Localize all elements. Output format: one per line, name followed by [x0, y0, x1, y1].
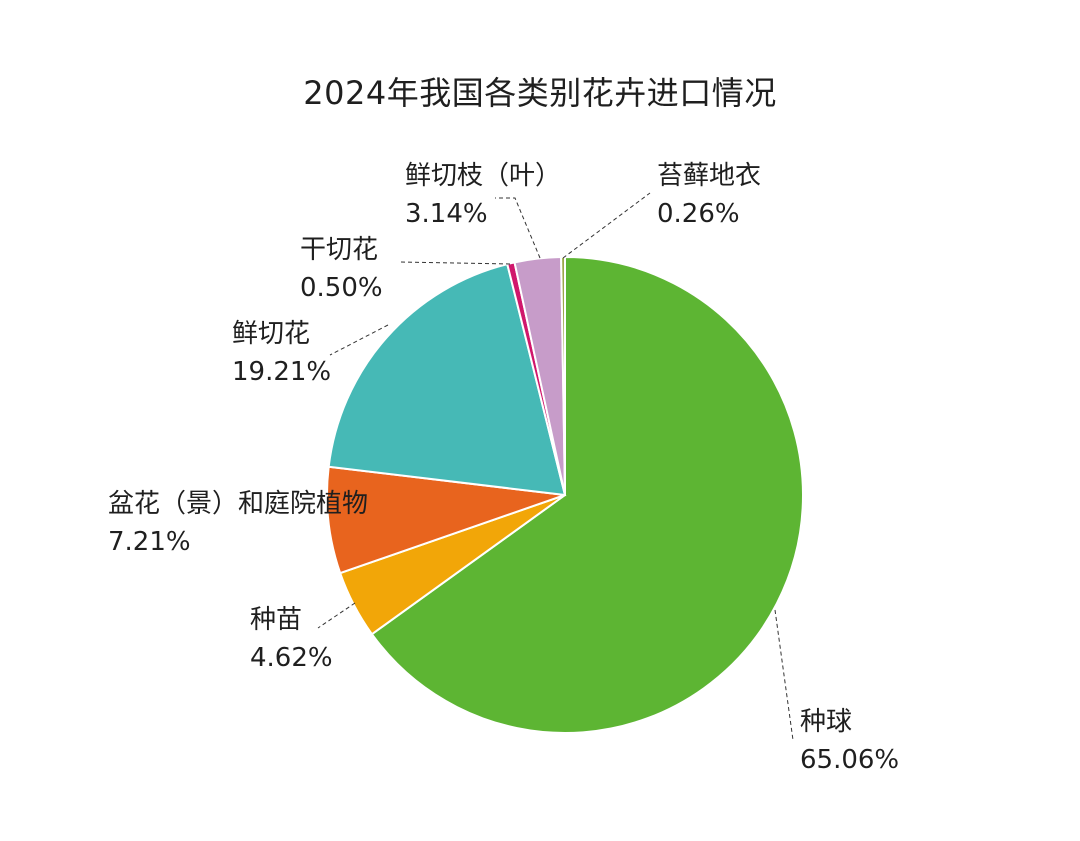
slice-value-label: 0.50% — [300, 273, 383, 303]
leader-line — [329, 324, 389, 356]
pie-slice — [370, 255, 804, 734]
slice-value-label: 4.62% — [250, 643, 333, 673]
slice-label: 鲜切花 — [232, 319, 310, 349]
chart-title: 2024年我国各类别花卉进口情况 — [303, 74, 777, 112]
slice-label: 种苗 — [250, 605, 302, 635]
slice-value-label: 65.06% — [800, 745, 899, 775]
slice-value-label: 3.14% — [405, 199, 488, 229]
slice-label: 种球 — [800, 707, 852, 737]
pie-slice — [327, 262, 567, 497]
pie-slice — [326, 465, 566, 575]
slice-value-label: 7.21% — [108, 527, 191, 557]
slice-value-label: 0.26% — [657, 199, 740, 229]
slice-label: 盆花（景）和庭院植物 — [108, 489, 368, 519]
leader-line — [774, 609, 794, 741]
slice-label: 干切花 — [300, 235, 378, 265]
slice-label: 苔藓地衣 — [657, 161, 761, 191]
leader-line — [317, 602, 356, 629]
slice-label: 鲜切枝（叶） — [405, 161, 561, 191]
leader-line — [495, 197, 541, 259]
leader-line — [562, 192, 651, 259]
leader-line — [399, 261, 511, 265]
slice-value-label: 19.21% — [232, 357, 331, 387]
